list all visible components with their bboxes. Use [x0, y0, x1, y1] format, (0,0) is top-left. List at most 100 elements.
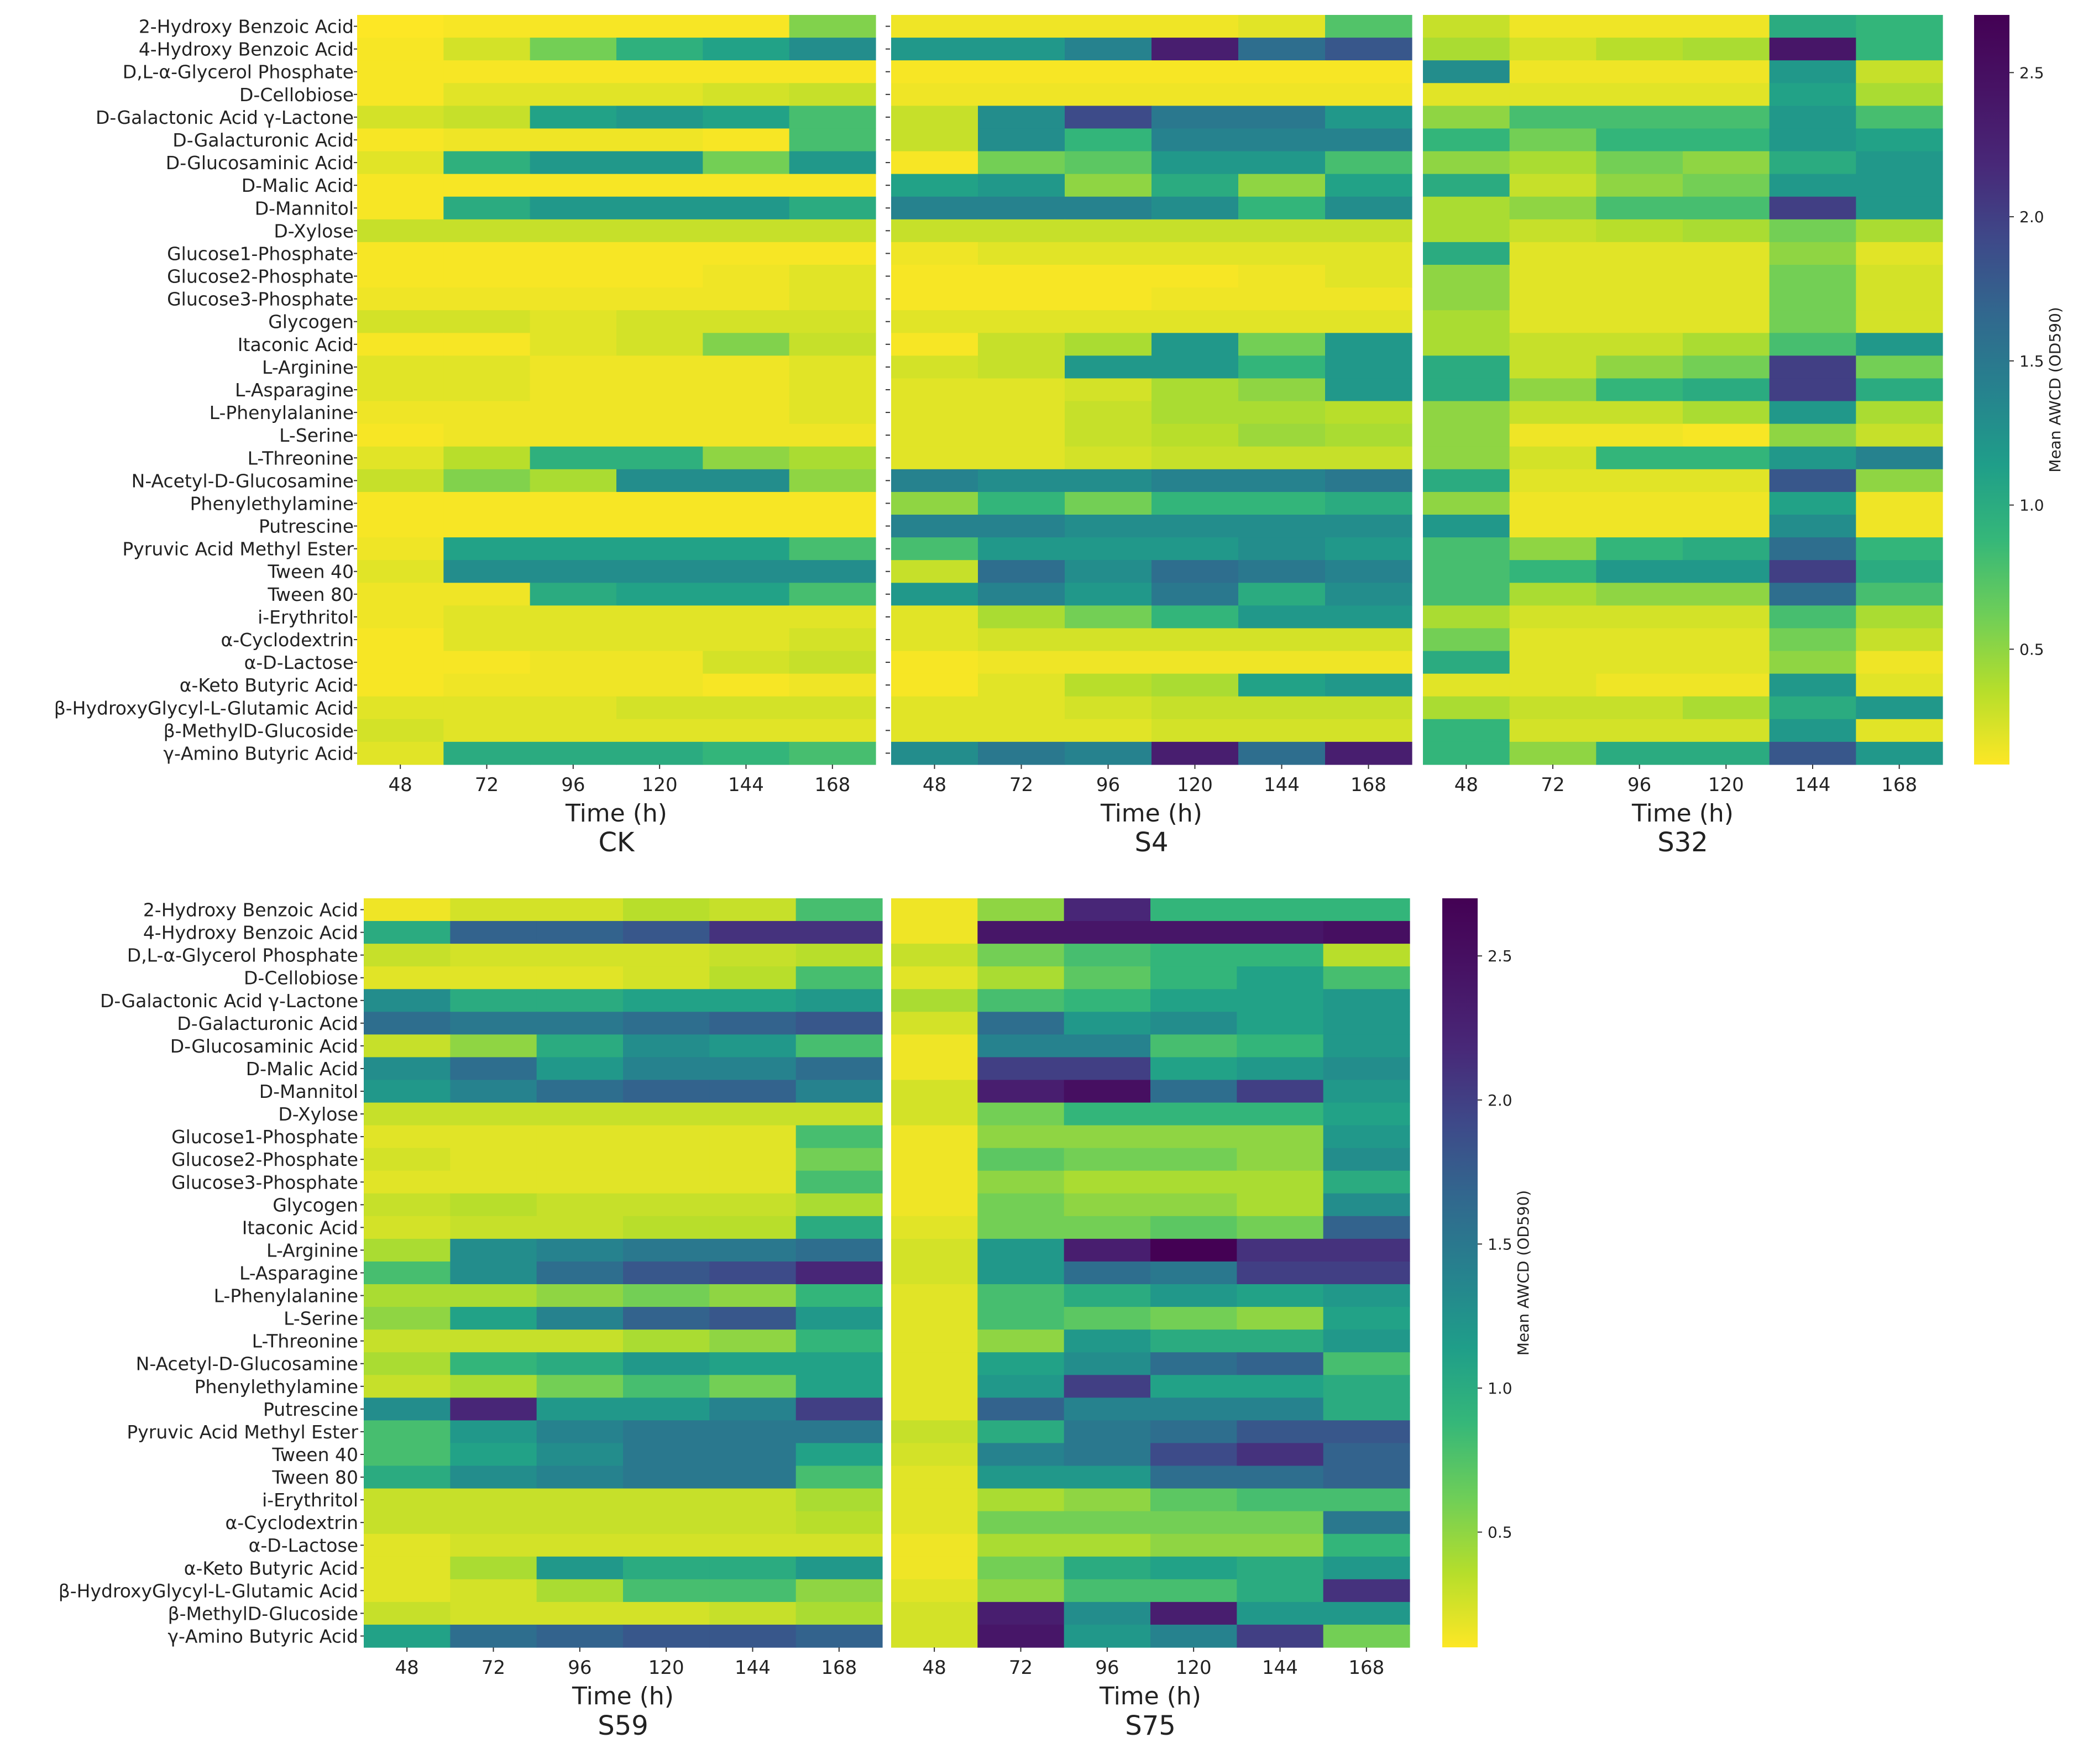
heatmap-cell — [891, 151, 978, 175]
heatmap-cell — [1596, 378, 1683, 402]
heatmap-cell — [789, 469, 876, 493]
row-label: Tween 40 — [267, 561, 354, 583]
heatmap-cell — [623, 1148, 710, 1171]
heatmap-cell — [1509, 491, 1597, 515]
heatmap-cell — [364, 989, 451, 1012]
heatmap-cell — [978, 469, 1065, 493]
heatmap-cell — [1238, 378, 1326, 402]
heatmap-cell — [789, 673, 876, 697]
heatmap-cell — [1151, 696, 1239, 720]
heatmap-cell — [364, 1352, 451, 1375]
heatmap-cell — [450, 1579, 537, 1603]
heatmap-cell — [1509, 446, 1597, 470]
heatmap-cell — [450, 1420, 537, 1444]
heatmap-cell — [891, 378, 978, 402]
heatmap-cell — [1423, 265, 1510, 288]
heatmap-cell — [1683, 83, 1770, 106]
heatmap-cell — [1596, 446, 1683, 470]
heatmap-cell — [1237, 1102, 1324, 1126]
heatmap-cell — [1151, 651, 1239, 674]
heatmap-cell — [1596, 719, 1683, 742]
heatmap-cell — [357, 491, 444, 515]
heatmap-cell — [623, 1284, 710, 1307]
heatmap-cell — [1769, 491, 1856, 515]
heatmap-cell — [891, 1579, 978, 1603]
heatmap-cell — [1769, 60, 1856, 83]
heatmap-cell — [357, 583, 444, 606]
heatmap-cell — [795, 1601, 883, 1625]
heatmap-cell — [623, 1012, 710, 1035]
heatmap-cell — [364, 1170, 451, 1194]
heatmap-cell — [891, 401, 978, 425]
heatmap-cell — [703, 242, 790, 265]
colorbar-tick-label: 1.0 — [1488, 1379, 1512, 1397]
x-tick-label: 48 — [389, 774, 412, 796]
panel-title: S75 — [1125, 1710, 1176, 1741]
heatmap-cell — [364, 1329, 451, 1353]
heatmap-cell — [443, 651, 531, 674]
heatmap-cell — [530, 515, 617, 538]
heatmap-cell — [357, 651, 444, 674]
heatmap-cell — [1323, 1125, 1410, 1149]
heatmap-cell — [1064, 1284, 1151, 1307]
heatmap-cell — [530, 719, 617, 742]
row-label: 2-Hydroxy Benzoic Acid — [139, 16, 354, 38]
heatmap-cell — [536, 1375, 624, 1398]
heatmap-cell — [450, 966, 537, 990]
heatmap-cell — [977, 1601, 1065, 1625]
heatmap-cell — [1423, 15, 1510, 38]
heatmap-cell — [977, 1556, 1065, 1580]
heatmap-cell — [443, 469, 531, 493]
row-label: 4-Hydroxy Benzoic Acid — [143, 922, 358, 944]
heatmap-cell — [616, 446, 703, 470]
heatmap-cell — [536, 1601, 624, 1625]
heatmap-cell — [1151, 673, 1239, 697]
heatmap-cell — [616, 560, 703, 583]
heatmap-cell — [1065, 83, 1152, 106]
heatmap-cell — [978, 537, 1065, 561]
heatmap-cell — [1423, 401, 1510, 425]
heatmap-cell — [1150, 1443, 1237, 1467]
heatmap-cell — [357, 128, 444, 152]
heatmap-cell — [709, 1420, 797, 1444]
heatmap-cell — [1509, 651, 1597, 674]
heatmap-cell — [1065, 265, 1152, 288]
heatmap-cell — [1423, 515, 1510, 538]
heatmap-cell — [443, 333, 531, 356]
x-tick-label: 48 — [923, 774, 946, 796]
heatmap-cell — [530, 265, 617, 288]
heatmap-cell — [977, 1193, 1065, 1217]
heatmap-cell — [623, 1556, 710, 1580]
heatmap-cell — [443, 515, 531, 538]
colorbar: 0.5 1.0 1.5 2.0 2.5 Mean AWCD (OD590) — [1974, 15, 2064, 765]
heatmap-cell — [450, 898, 537, 922]
heatmap-cell — [364, 1125, 451, 1149]
row-label: Tween 80 — [271, 1467, 358, 1488]
heatmap-cell — [536, 1148, 624, 1171]
heatmap-cell — [703, 741, 790, 765]
heatmap-cell — [789, 333, 876, 356]
heatmap-cell — [1596, 560, 1683, 583]
heatmap-cell — [789, 174, 876, 197]
heatmap-cell — [616, 741, 703, 765]
heatmap-cell — [1238, 537, 1326, 561]
heatmap-cell — [977, 1012, 1065, 1035]
heatmap-cell — [1064, 1443, 1151, 1467]
heatmap-cell — [1323, 1216, 1410, 1239]
heatmap-cell — [1683, 333, 1770, 356]
heatmap-cell — [1323, 1375, 1410, 1398]
row-label: D-Galacturonic Acid — [177, 1013, 358, 1034]
heatmap-cell — [709, 1397, 797, 1421]
heatmap-cell — [1151, 333, 1239, 356]
heatmap-cell — [450, 1556, 537, 1580]
heatmap-cell — [1323, 1170, 1410, 1194]
heatmap-cell — [977, 1465, 1065, 1489]
heatmap-cell — [450, 1465, 537, 1489]
colorbar-tick-label: 2.0 — [2019, 208, 2044, 226]
heatmap-cell — [977, 1170, 1065, 1194]
heatmap-cell — [357, 741, 444, 765]
heatmap-cell — [1323, 1238, 1410, 1262]
heatmap-cell — [978, 446, 1065, 470]
heatmap-cell — [709, 921, 797, 944]
heatmap-cell — [1065, 515, 1152, 538]
